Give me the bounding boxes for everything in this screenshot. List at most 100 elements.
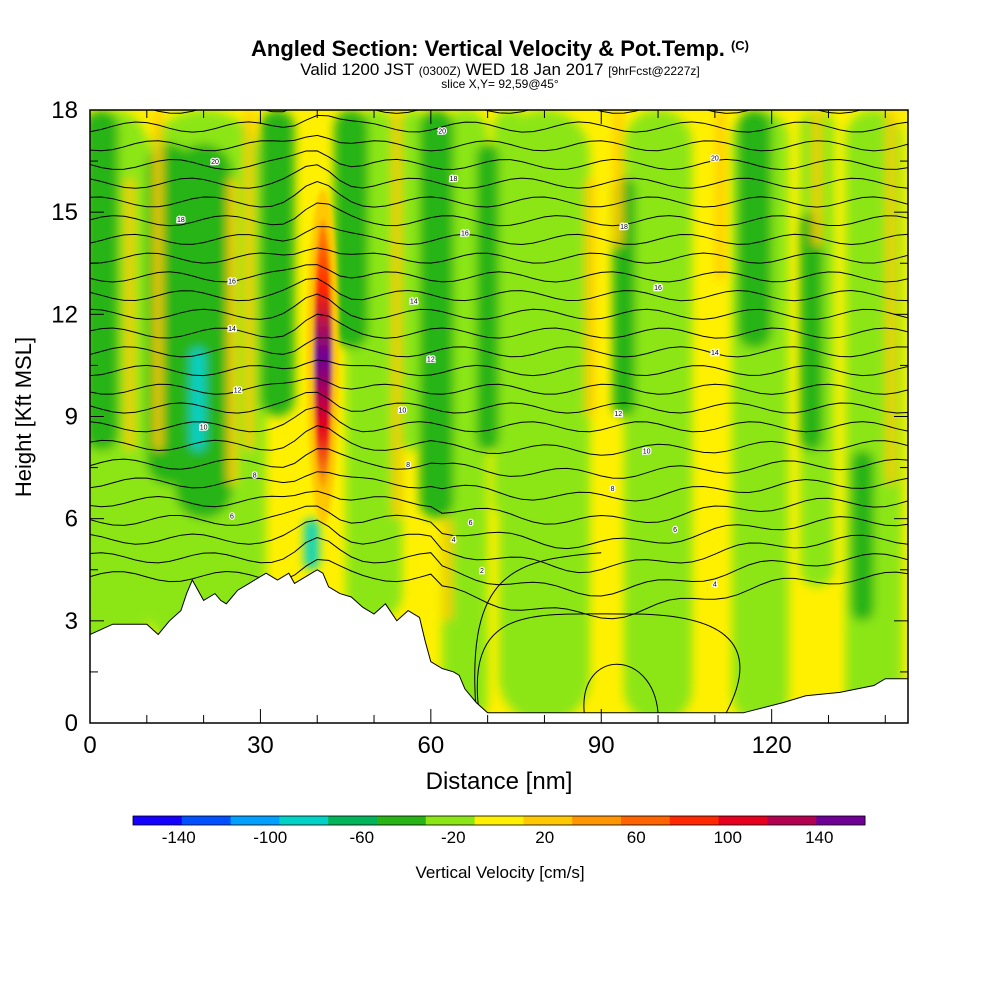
colorbar-tick-label: 140 xyxy=(805,828,833,847)
contour-label: 18 xyxy=(450,176,458,183)
contour-label: 4 xyxy=(452,537,456,544)
contour-label: 14 xyxy=(711,350,719,357)
contour-labels: 20 18 16 14 12 10 8 6 20 18 16 14 12 10 8 6 4 2 20 18 16 14 12… xyxy=(176,127,720,589)
forecast-info: [9hrFcst@2227z] xyxy=(608,64,700,78)
y-tick-label: 0 xyxy=(65,710,78,737)
theta-contour xyxy=(90,180,908,208)
theta-contour xyxy=(90,114,908,133)
downdraft-core xyxy=(260,110,295,417)
contour-label: 4 xyxy=(713,581,717,588)
colorbar-tick-label: 60 xyxy=(627,828,646,847)
theta-contour xyxy=(90,377,908,395)
colorbar-tick-label: 20 xyxy=(535,828,554,847)
chart-subtitle: Valid 1200 JST (0300Z) WED 18 Jan 2017 [… xyxy=(0,60,1000,80)
colorbar-swatch xyxy=(377,816,427,825)
colorbar-swatch xyxy=(230,816,280,825)
contour-label: 18 xyxy=(620,224,628,231)
colorbar-swatch xyxy=(328,816,378,825)
x-tick-label: 30 xyxy=(247,732,274,759)
y-tick-label: 12 xyxy=(51,301,78,328)
colorbar-tick-label: -60 xyxy=(349,828,374,847)
updraft-streak xyxy=(886,110,895,485)
theta-contour xyxy=(90,226,908,246)
contour-label: 16 xyxy=(654,285,662,292)
colorbar-swatch xyxy=(669,816,720,825)
x-tick-label: 60 xyxy=(417,732,444,759)
y-tick-label: 6 xyxy=(65,506,78,533)
theta-contour xyxy=(90,406,908,433)
updraft-streak xyxy=(245,110,254,451)
theta-contour xyxy=(90,471,908,502)
theta-contour xyxy=(90,247,908,264)
contour-label: 18 xyxy=(177,217,185,224)
theta-contour xyxy=(90,519,908,574)
theta-contour xyxy=(583,663,659,713)
title-tag: (C) xyxy=(730,38,749,53)
x-tick-labels: 0 30 60 90 120 xyxy=(83,732,791,759)
contour-label: 8 xyxy=(611,486,615,493)
contour-label: 6 xyxy=(673,527,677,534)
theta-contour xyxy=(90,448,908,479)
colorbar-swatch xyxy=(523,816,573,825)
updraft-streak xyxy=(585,178,594,417)
colorbar-tick-label: -100 xyxy=(253,828,287,847)
colorbar-swatch xyxy=(133,816,183,825)
y-tick-labels: 0 3 6 9 12 15 18 xyxy=(51,97,78,737)
theta-contour xyxy=(90,391,908,414)
contour-label: 12 xyxy=(234,387,242,394)
valid-date: WED 18 Jan 2017 xyxy=(465,60,604,79)
updraft-streak xyxy=(716,110,725,281)
updraft-streak xyxy=(443,518,452,621)
updraft-streak xyxy=(228,178,237,485)
colorbar-swatch xyxy=(279,816,329,825)
weak-downdraft-region xyxy=(493,110,528,519)
contour-label: 2 xyxy=(480,568,484,575)
theta-contour xyxy=(90,313,908,339)
colorbar-swatch xyxy=(425,816,476,825)
contour-label: 10 xyxy=(200,425,208,432)
colorbar-swatch xyxy=(621,816,671,825)
contour-label: 16 xyxy=(228,278,236,285)
contour-label: 12 xyxy=(427,357,435,364)
contour-label: 12 xyxy=(614,411,622,418)
x-tick-label: 120 xyxy=(752,732,792,759)
y-tick-label: 18 xyxy=(51,97,78,124)
theta-contour xyxy=(476,613,741,714)
colorbar-tick-label: -140 xyxy=(162,828,196,847)
contour-label: 8 xyxy=(406,462,410,469)
colorbar-swatch xyxy=(816,816,866,825)
colorbar-tick-label: 100 xyxy=(714,828,742,847)
contour-label: 20 xyxy=(711,156,719,163)
contour-label: 8 xyxy=(253,472,257,479)
contour-label: 14 xyxy=(228,326,236,333)
theta-contour xyxy=(90,164,908,189)
updraft-streak xyxy=(154,110,163,451)
weak-downdraft-region xyxy=(623,110,693,723)
theta-contour xyxy=(90,202,908,227)
contour-label: 6 xyxy=(230,513,234,520)
contour-label: 20 xyxy=(438,128,446,135)
downdraft-core xyxy=(737,110,772,349)
theta-contour xyxy=(90,337,908,358)
downdraft-core xyxy=(800,212,823,451)
title-text: Angled Section: Vertical Velocity & Pot.… xyxy=(251,36,725,61)
colorbar-swatch xyxy=(474,816,524,825)
colorbar-tick-label: -20 xyxy=(441,828,466,847)
theta-contour xyxy=(90,134,908,152)
x-tick-label: 90 xyxy=(588,732,615,759)
axis-ticks xyxy=(89,109,908,724)
contour-label: 10 xyxy=(643,449,651,456)
colorbar-swatch xyxy=(718,816,768,825)
utc-time: (0300Z) xyxy=(418,64,461,78)
downdraft-core xyxy=(175,144,233,519)
theta-contour xyxy=(474,552,602,713)
theta-contour xyxy=(90,558,908,620)
contour-label: 20 xyxy=(211,159,219,166)
max-updraft xyxy=(313,219,332,495)
theta-contour xyxy=(152,110,863,114)
theta-contour xyxy=(90,490,908,525)
colorbar-swatch xyxy=(572,816,622,825)
colorbar-frame xyxy=(132,815,866,826)
valid-time: Valid 1200 JST xyxy=(300,60,414,79)
